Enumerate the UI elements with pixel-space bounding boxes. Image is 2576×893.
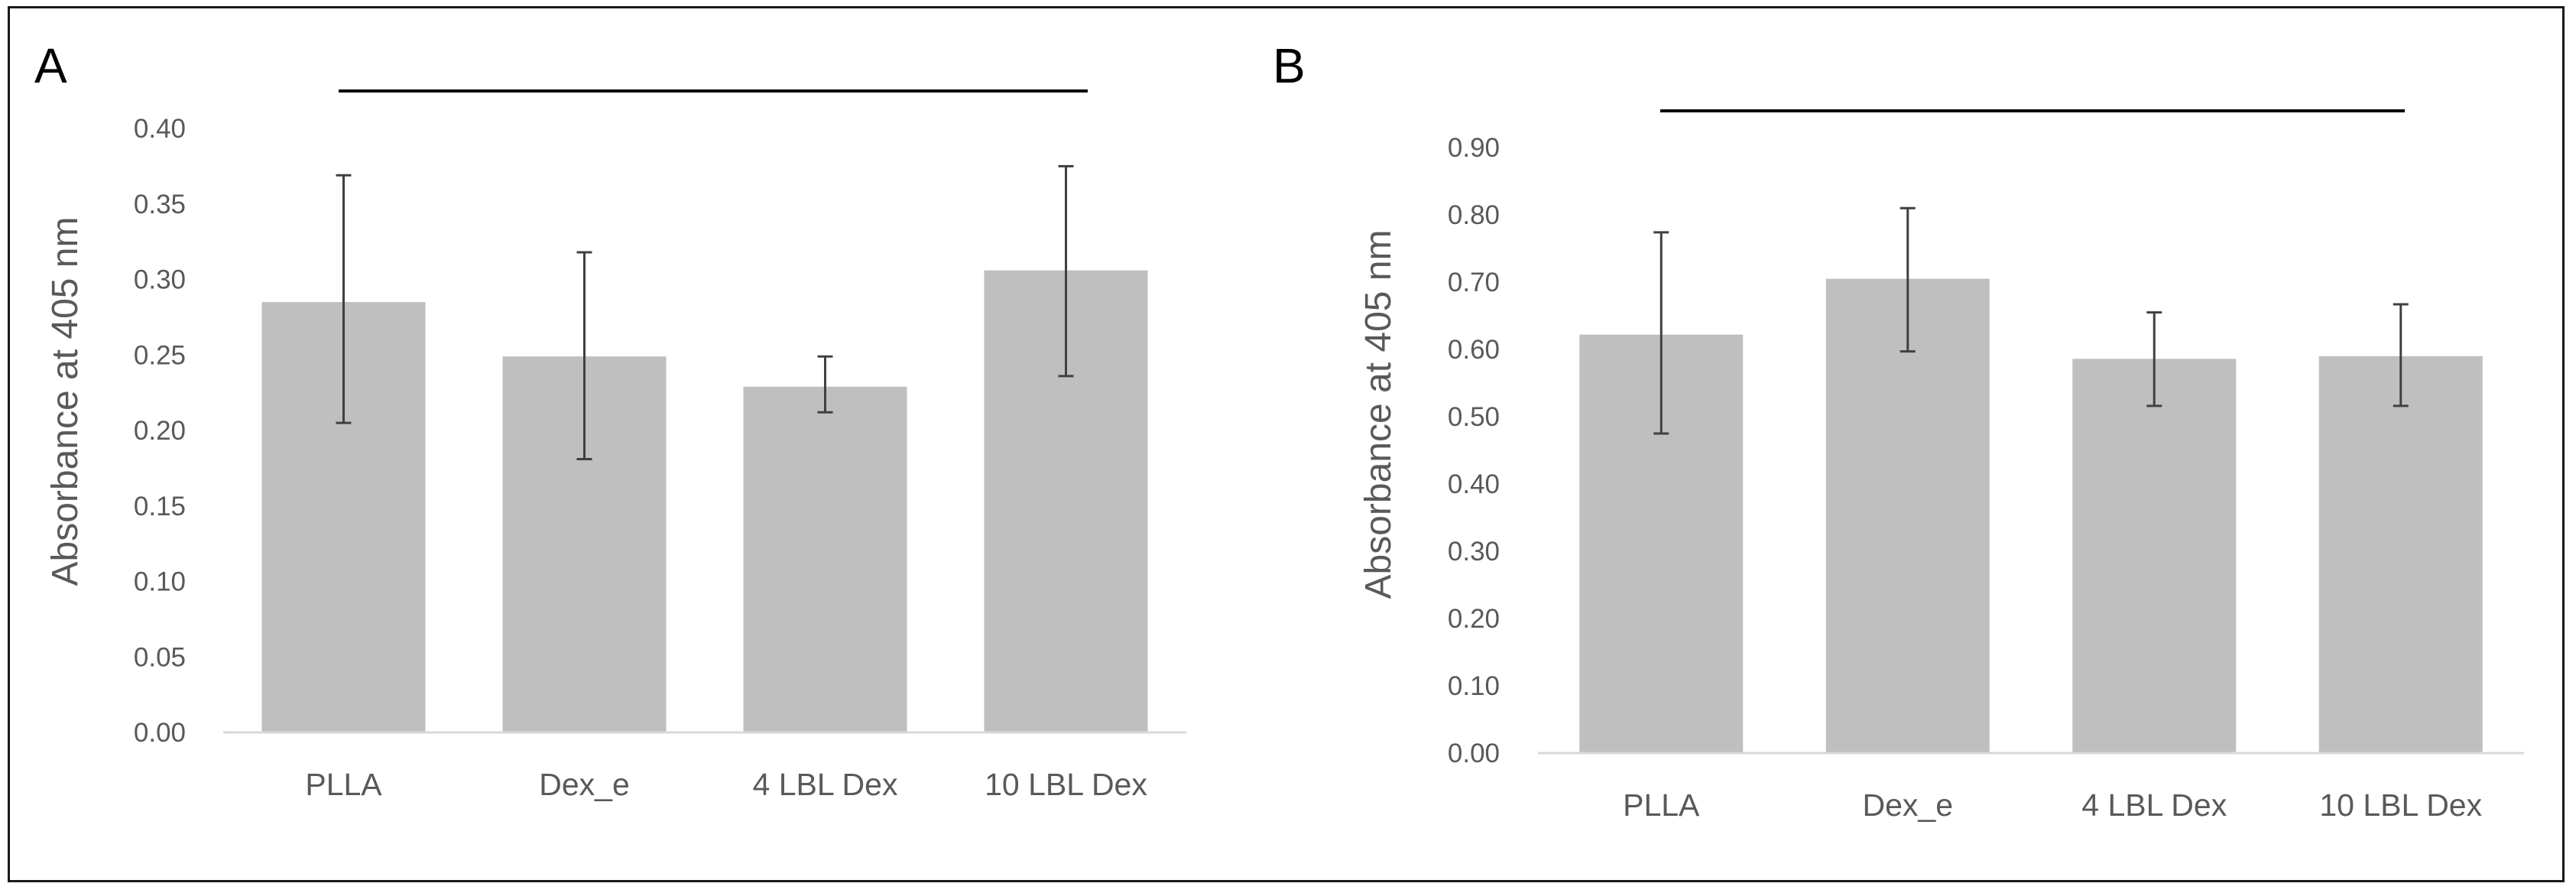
- y-axis-label-b: Absorbance at 405 nm: [1358, 230, 1399, 599]
- error-bar-b-3: [2146, 311, 2162, 408]
- error-bar-a-3: [817, 355, 833, 414]
- y-tick-label-b: 0.80: [1448, 200, 1500, 230]
- y-tick-label-b: 0.00: [1448, 739, 1500, 768]
- x-tick-label-b: 10 LBL Dex: [2319, 787, 2482, 823]
- y-tick-label-a: 0.40: [134, 114, 186, 144]
- y-tick-label-b: 0.60: [1448, 335, 1500, 365]
- x-tick-label-b: Dex_e: [1862, 787, 1953, 823]
- panel-label-b: B: [1273, 38, 1306, 93]
- y-tick-label-b: 0.30: [1448, 537, 1500, 567]
- y-tick-label-a: 0.20: [134, 416, 186, 446]
- x-tick-label-a: 4 LBL Dex: [753, 767, 898, 802]
- error-bar-a-4: [1058, 164, 1074, 378]
- y-tick-label-b: 0.40: [1448, 469, 1500, 499]
- error-bar-a-1: [336, 174, 352, 424]
- y-tick-label-a: 0.05: [134, 642, 186, 672]
- y-tick-label-b: 0.10: [1448, 671, 1500, 701]
- chart-panel-a: A Absorbance at 405 nm 0.00 0.05 0.10 0.15 0…: [34, 38, 1186, 802]
- x-tick-label-a: PLLA: [305, 767, 382, 802]
- bar-a-3: [743, 386, 907, 732]
- y-tick-label-b: 0.70: [1448, 268, 1500, 297]
- y-tick-label-b: 0.90: [1448, 133, 1500, 163]
- x-tick-label-b: 4 LBL Dex: [2081, 787, 2227, 823]
- y-tick-label-a: 0.35: [134, 190, 186, 219]
- error-bar-b-1: [1653, 231, 1669, 435]
- y-tick-label-b: 0.50: [1448, 402, 1500, 432]
- y-tick-label-b: 0.20: [1448, 604, 1500, 634]
- x-tick-label-b: PLLA: [1623, 787, 1700, 823]
- panel-label-a: A: [34, 38, 67, 93]
- y-tick-label-a: 0.30: [134, 265, 186, 295]
- y-tick-label-a: 0.15: [134, 492, 186, 521]
- error-bar-b-4: [2393, 303, 2409, 408]
- x-tick-label-a: Dex_e: [539, 767, 630, 802]
- error-bar-b-2: [1900, 206, 1916, 353]
- x-tick-label-a: 10 LBL Dex: [985, 767, 1147, 802]
- bar-b-4: [2318, 356, 2483, 753]
- y-axis-label-a: Absorbance at 405 nm: [45, 217, 86, 586]
- bar-b-2: [1825, 278, 1990, 754]
- y-tick-label-a: 0.00: [134, 718, 186, 748]
- bar-b-3: [2072, 359, 2237, 753]
- y-tick-label-a: 0.25: [134, 340, 186, 370]
- chart-panel-b: B Absorbance at 405 nm 0.00 0.10 0.20 0.30 0…: [1273, 38, 2524, 823]
- error-bar-a-2: [576, 251, 592, 461]
- y-tick-label-a: 0.10: [134, 567, 186, 597]
